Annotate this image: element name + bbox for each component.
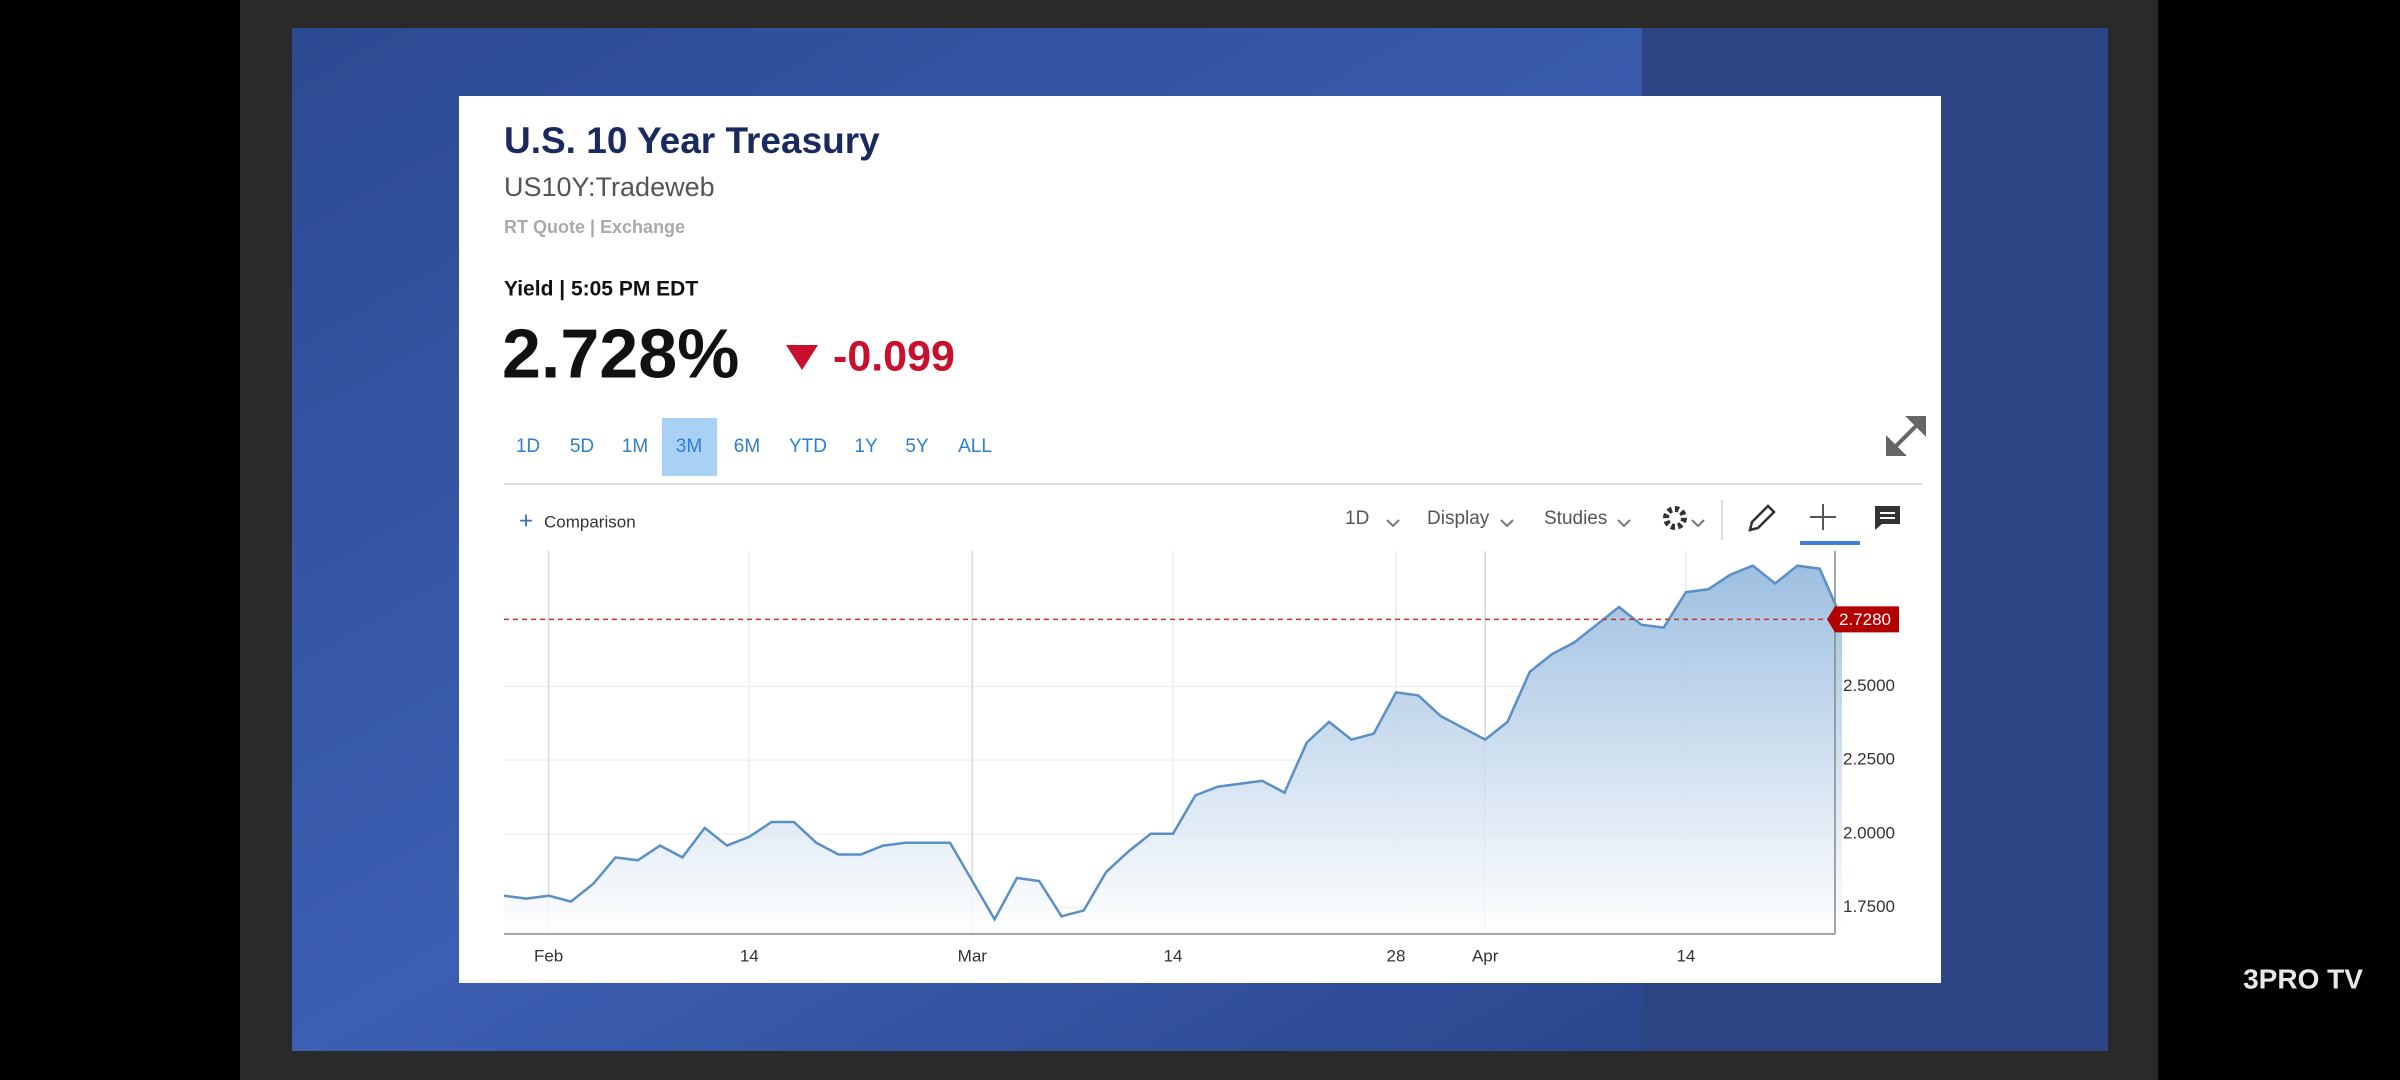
- line: [503, 564, 1844, 922]
- watermark: 3PRO TV: [2243, 963, 2363, 994]
- crosshair-icon[interactable]: [1810, 504, 1836, 530]
- range-tabs: 1D 5D 1M 3M 6M YTD 1Y 5Y ALL: [516, 418, 992, 476]
- x-tick-label: Apr: [1472, 946, 1499, 965]
- x-tick-label: Feb: [534, 946, 563, 965]
- quote-title: U.S. 10 Year Treasury: [504, 120, 880, 161]
- range-tab[interactable]: 3M: [676, 436, 702, 457]
- x-tick-label: 14: [1164, 946, 1183, 965]
- range-tab[interactable]: 1Y: [854, 436, 878, 457]
- comment-icon[interactable]: [1875, 506, 1900, 530]
- range-tab[interactable]: 5Y: [905, 436, 929, 457]
- plus-icon[interactable]: +: [519, 507, 533, 534]
- y-tick-label: 2.0000: [1843, 823, 1895, 842]
- toolbar: + Comparison 1D Display Studies: [519, 500, 1900, 545]
- plot: 1.7500 2.0000 2.2500 2.5000 Feb 14 Mar 14 28 Apr 1…: [503, 551, 1899, 965]
- chevron: [1500, 519, 1514, 528]
- expand-icon[interactable]: [1886, 416, 1926, 456]
- time-label: Yield | 5:05 PM EDT: [504, 278, 698, 301]
- interval-button[interactable]: 1D: [1345, 508, 1369, 529]
- y-tick-label: 1.7500: [1843, 897, 1895, 916]
- price-tag: [1827, 606, 1899, 633]
- range-tab[interactable]: ALL: [958, 436, 992, 457]
- x-tick-label: 28: [1387, 946, 1406, 965]
- chevron: [1617, 519, 1631, 528]
- active-underline: [1800, 541, 1860, 545]
- price-change: -0.099: [833, 332, 955, 380]
- quote-symbol: US10Y:Tradeweb: [504, 172, 715, 202]
- draw-icon[interactable]: [1748, 504, 1776, 532]
- x-tick-label: 14: [740, 946, 759, 965]
- x-tick-label: 14: [1676, 946, 1695, 965]
- quote-source: RT Quote | Exchange: [504, 217, 685, 237]
- settings-icon[interactable]: [1663, 506, 1687, 530]
- x-tick-label: Mar: [958, 946, 988, 965]
- area-fill: [504, 565, 1842, 934]
- chevron: [1691, 519, 1705, 528]
- range-tab[interactable]: YTD: [789, 436, 827, 457]
- range-tab[interactable]: 5D: [570, 436, 594, 457]
- display-button[interactable]: Display: [1427, 508, 1490, 529]
- range-tab[interactable]: 1D: [516, 436, 540, 457]
- range-tab[interactable]: 6M: [734, 436, 760, 457]
- tab-highlight: [662, 418, 717, 476]
- y-tick-label: 2.5000: [1843, 676, 1895, 695]
- y-tick-label: 2.2500: [1843, 750, 1895, 769]
- chevron: [1386, 519, 1400, 528]
- studies-button[interactable]: Studies: [1544, 508, 1607, 529]
- range-tab[interactable]: 1M: [622, 436, 648, 457]
- comparison-button[interactable]: Comparison: [544, 512, 636, 531]
- down-arrow: [786, 345, 818, 370]
- price-tag-label: 2.7280: [1839, 610, 1891, 629]
- price: 2.728%: [502, 314, 739, 392]
